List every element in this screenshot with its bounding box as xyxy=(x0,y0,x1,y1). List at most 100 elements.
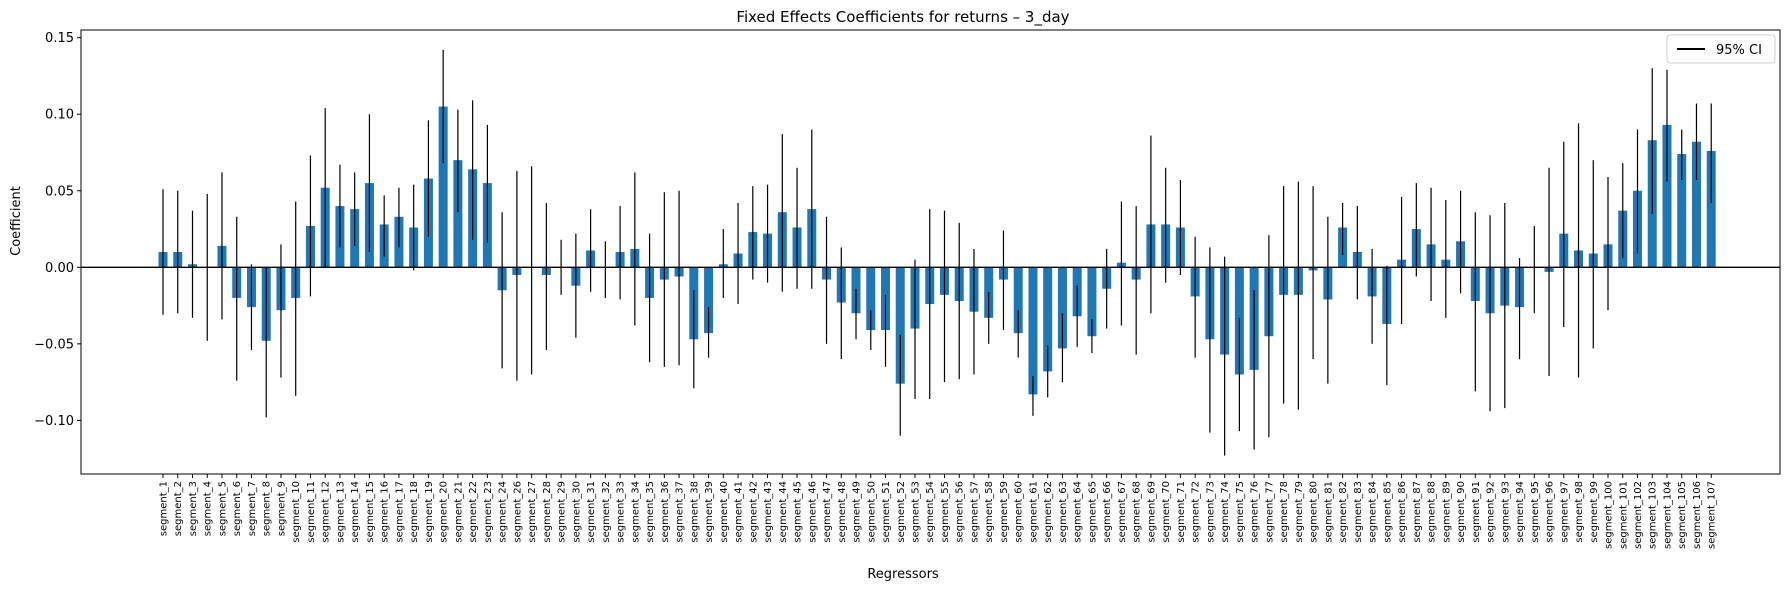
x-tick-label: segment_42 xyxy=(748,481,759,543)
x-tick-label: segment_54 xyxy=(925,481,936,543)
x-tick-label: segment_38 xyxy=(689,481,700,543)
legend-ci-label: 95% CI xyxy=(1716,43,1762,58)
x-tick-label: segment_73 xyxy=(1205,481,1216,543)
x-tick-label: segment_92 xyxy=(1486,481,1497,543)
x-tick-label: segment_72 xyxy=(1191,481,1202,543)
x-tick-label: segment_69 xyxy=(1146,481,1157,543)
x-tick-label: segment_101 xyxy=(1618,481,1629,549)
bar xyxy=(1677,154,1687,268)
x-tick-label: segment_21 xyxy=(453,481,464,543)
bar xyxy=(1706,150,1716,268)
x-axis-ticks: segment_1 segment_2 segment_3 segment_4 segm… xyxy=(159,474,1718,549)
x-tick-label: segment_50 xyxy=(866,481,877,543)
x-tick-label: segment_65 xyxy=(1087,481,1098,543)
x-tick-label: segment_100 xyxy=(1604,481,1615,549)
bar xyxy=(453,160,463,268)
x-tick-label: segment_96 xyxy=(1545,481,1556,543)
x-tick-label: segment_86 xyxy=(1397,481,1408,543)
bar xyxy=(704,267,714,334)
x-tick-label: segment_45 xyxy=(793,481,804,543)
x-tick-label: segment_56 xyxy=(955,481,966,543)
x-tick-label: segment_94 xyxy=(1515,481,1526,543)
x-tick-label: segment_12 xyxy=(321,481,332,543)
x-tick-label: segment_39 xyxy=(704,481,715,543)
bar xyxy=(895,267,905,384)
x-tick-label: segment_57 xyxy=(969,481,980,543)
x-tick-label: segment_89 xyxy=(1441,481,1452,543)
bar xyxy=(1087,267,1097,337)
x-tick-label: segment_64 xyxy=(1073,481,1084,543)
y-tick-label: 0.05 xyxy=(45,184,74,199)
x-tick-label: segment_63 xyxy=(1058,481,1069,543)
x-tick-label: segment_60 xyxy=(1014,481,1025,543)
x-tick-label: segment_43 xyxy=(763,481,774,543)
bars-layer xyxy=(158,106,1716,395)
y-tick-label: 0.00 xyxy=(45,261,74,276)
x-tick-label: segment_52 xyxy=(896,481,907,543)
x-tick-label: segment_85 xyxy=(1382,481,1393,543)
x-tick-label: segment_66 xyxy=(1102,481,1113,543)
x-tick-label: segment_74 xyxy=(1220,481,1231,543)
x-tick-label: segment_62 xyxy=(1043,481,1054,543)
legend-box xyxy=(1666,34,1776,64)
x-tick-label: segment_44 xyxy=(778,481,789,543)
x-tick-label: segment_34 xyxy=(630,481,641,543)
bar xyxy=(1057,267,1067,349)
x-tick-label: segment_37 xyxy=(675,481,686,543)
y-axis-label: Coefficient xyxy=(9,186,24,256)
x-tick-label: segment_10 xyxy=(291,481,302,543)
x-tick-label: segment_55 xyxy=(940,481,951,543)
x-tick-label: segment_28 xyxy=(542,481,553,543)
x-tick-label: segment_48 xyxy=(837,481,848,543)
y-tick-label: 0.15 xyxy=(45,31,74,46)
y-tick-label: −0.05 xyxy=(34,337,74,352)
x-tick-label: segment_35 xyxy=(645,481,656,543)
x-tick-label: segment_88 xyxy=(1427,481,1438,543)
x-tick-label: segment_67 xyxy=(1117,481,1128,543)
x-tick-label: segment_27 xyxy=(527,481,538,543)
x-tick-label: segment_19 xyxy=(424,481,435,543)
x-tick-label: segment_68 xyxy=(1132,481,1143,543)
x-tick-label: segment_80 xyxy=(1309,481,1320,543)
bar xyxy=(1028,267,1038,395)
y-axis-ticks: −0.10 −0.05 0.00 0.05 0.10 0.15 xyxy=(34,31,81,429)
x-tick-label: segment_4 xyxy=(203,481,214,536)
plot-frame xyxy=(80,29,1781,475)
x-tick-label: segment_93 xyxy=(1500,481,1511,543)
x-tick-label: segment_106 xyxy=(1692,481,1703,549)
bar xyxy=(1662,124,1672,268)
x-axis-label: Regressors xyxy=(867,567,939,582)
x-tick-label: segment_76 xyxy=(1250,481,1261,543)
x-tick-label: segment_82 xyxy=(1338,481,1349,543)
x-tick-label: segment_6 xyxy=(232,481,243,536)
x-tick-label: segment_30 xyxy=(571,481,582,543)
x-tick-label: segment_51 xyxy=(881,481,892,543)
x-tick-label: segment_3 xyxy=(188,481,199,536)
x-tick-label: segment_105 xyxy=(1677,481,1688,549)
x-tick-label: segment_11 xyxy=(306,481,317,543)
x-tick-label: segment_107 xyxy=(1707,481,1718,549)
x-tick-label: segment_8 xyxy=(262,481,273,536)
x-tick-label: segment_22 xyxy=(468,481,479,543)
x-tick-label: segment_16 xyxy=(380,481,391,543)
legend: 95% CI xyxy=(1666,34,1776,64)
x-tick-label: segment_13 xyxy=(335,481,346,543)
y-tick-label: −0.10 xyxy=(34,414,74,429)
x-tick-label: segment_32 xyxy=(601,481,612,543)
x-tick-label: segment_87 xyxy=(1412,481,1423,543)
x-tick-label: segment_102 xyxy=(1633,481,1644,549)
x-tick-label: segment_78 xyxy=(1279,481,1290,543)
x-tick-label: segment_24 xyxy=(498,481,509,543)
x-tick-label: segment_14 xyxy=(350,481,361,543)
x-tick-label: segment_61 xyxy=(1028,481,1039,543)
bar xyxy=(1013,267,1023,334)
bar xyxy=(1691,141,1701,268)
x-tick-label: segment_97 xyxy=(1559,481,1570,543)
x-tick-label: segment_71 xyxy=(1176,481,1187,543)
error-bars-layer xyxy=(162,49,1712,456)
bar xyxy=(438,106,448,268)
x-tick-label: segment_47 xyxy=(822,481,833,543)
x-tick-label: segment_83 xyxy=(1353,481,1364,543)
x-tick-label: segment_103 xyxy=(1648,481,1659,549)
